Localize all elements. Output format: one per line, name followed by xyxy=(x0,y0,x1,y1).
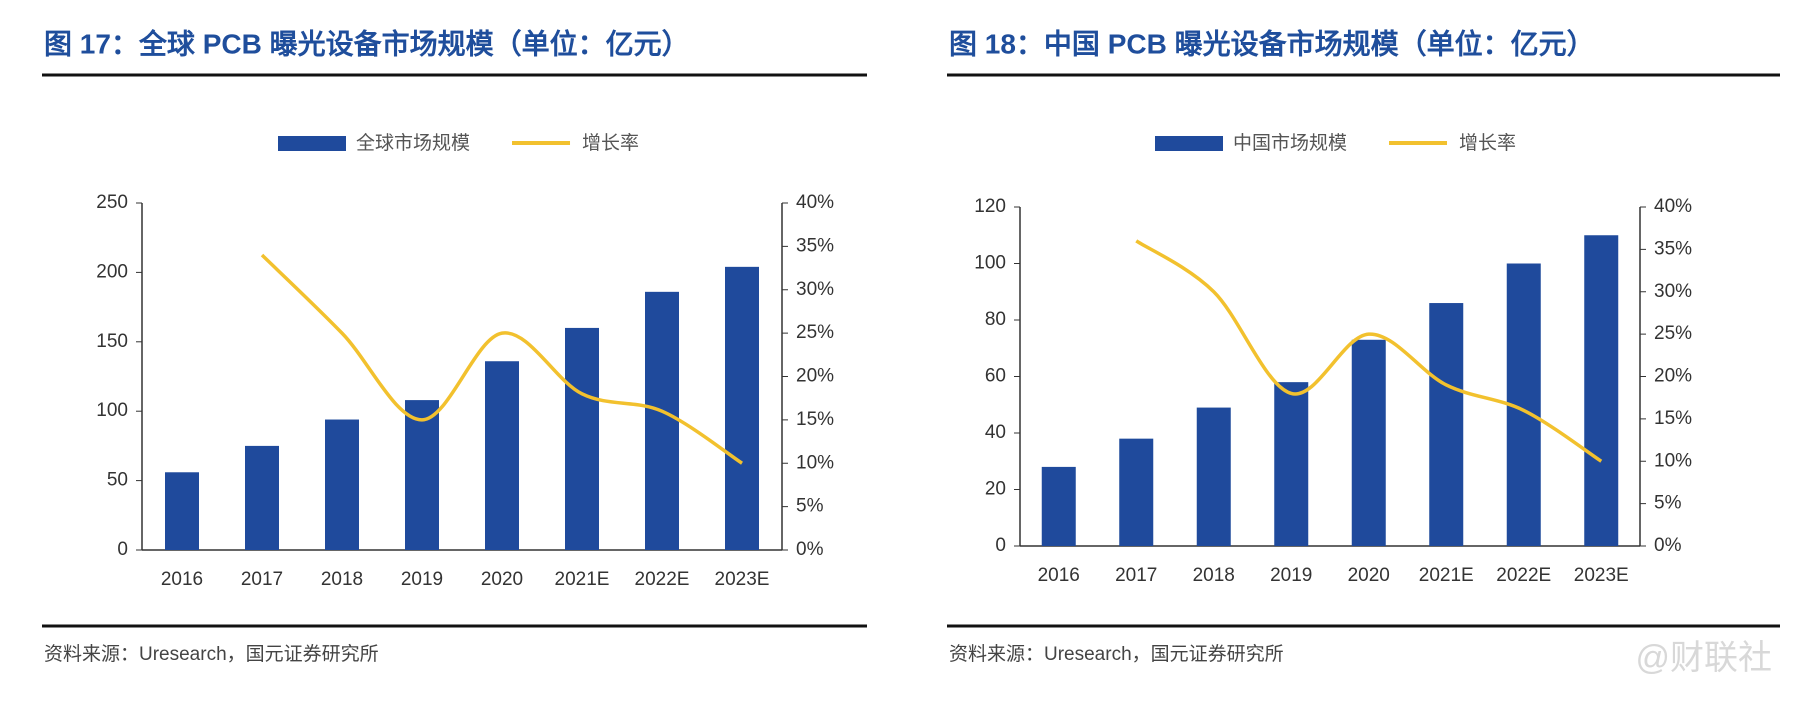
y-tick-label: 200 xyxy=(96,261,128,282)
x-tick-label: 2021E xyxy=(1419,565,1474,586)
y2-tick-label: 25% xyxy=(796,322,834,343)
y2-tick-label: 0% xyxy=(796,539,824,560)
y-tick-label: 0 xyxy=(995,535,1006,556)
y2-tick-label: 0% xyxy=(1654,535,1682,556)
y2-tick-label: 40% xyxy=(1654,196,1692,217)
legend-label: 增长率 xyxy=(582,132,639,154)
x-tick-label: 2019 xyxy=(1270,565,1312,586)
y2-tick-label: 5% xyxy=(796,496,824,517)
y2-tick-label: 35% xyxy=(796,235,834,256)
y2-tick-label: 35% xyxy=(1654,238,1692,259)
x-tick-label: 2022E xyxy=(635,569,690,590)
bar xyxy=(1274,382,1309,546)
y2-tick-label: 15% xyxy=(1654,408,1692,429)
x-tick-label: 2017 xyxy=(241,569,283,590)
y-tick-label: 250 xyxy=(96,192,128,213)
bar xyxy=(325,419,359,550)
y-tick-label: 0 xyxy=(117,539,128,560)
y-tick-label: 100 xyxy=(974,253,1006,274)
x-tick-label: 2019 xyxy=(401,569,443,590)
y2-tick-label: 15% xyxy=(796,409,834,430)
y2-tick-label: 5% xyxy=(1654,493,1682,514)
y-tick-label: 20 xyxy=(985,479,1006,500)
y-tick-label: 120 xyxy=(974,196,1006,217)
legend-swatch xyxy=(1155,136,1223,151)
x-tick-label: 2020 xyxy=(1348,565,1390,586)
bar xyxy=(1041,466,1076,546)
y-tick-label: 150 xyxy=(96,331,128,352)
source: 资料来源：Uresearch，国元证券研究所 xyxy=(949,643,1284,665)
y2-tick-label: 20% xyxy=(1654,366,1692,387)
bar xyxy=(165,472,199,550)
y-tick-label: 100 xyxy=(96,400,128,421)
y2-tick-label: 20% xyxy=(796,366,834,387)
y2-tick-label: 25% xyxy=(1654,323,1692,344)
y-tick-label: 80 xyxy=(985,309,1006,330)
chart-title: 图 17：全球 PCB 曝光设备市场规模（单位：亿元） xyxy=(44,27,690,59)
y-tick-label: 40 xyxy=(985,422,1006,443)
x-tick-label: 2017 xyxy=(1115,565,1157,586)
legend-label: 全球市场规模 xyxy=(356,132,470,154)
y-tick-label: 50 xyxy=(107,470,128,491)
watermark: @财联社 xyxy=(1635,639,1772,677)
x-tick-label: 2018 xyxy=(321,569,363,590)
x-tick-label: 2021E xyxy=(555,569,610,590)
bar xyxy=(405,400,439,550)
bar xyxy=(1351,339,1386,546)
chart-title: 图 18：中国 PCB 曝光设备市场规模（单位：亿元） xyxy=(949,27,1595,59)
bar xyxy=(725,266,759,550)
bar xyxy=(565,327,599,550)
x-tick-label: 2018 xyxy=(1193,565,1235,586)
x-tick-label: 2023E xyxy=(1574,565,1629,586)
bar xyxy=(1196,407,1231,546)
y2-tick-label: 10% xyxy=(796,452,834,473)
bar xyxy=(645,291,679,550)
bar xyxy=(1429,303,1464,546)
x-tick-label: 2016 xyxy=(1038,565,1080,586)
x-tick-label: 2020 xyxy=(481,569,523,590)
y2-tick-label: 30% xyxy=(1654,281,1692,302)
legend-swatch xyxy=(278,136,346,151)
growth-line xyxy=(260,253,743,465)
x-tick-label: 2022E xyxy=(1496,565,1551,586)
y2-tick-label: 10% xyxy=(1654,450,1692,471)
y-tick-label: 60 xyxy=(985,366,1006,387)
growth-line xyxy=(1135,239,1603,463)
legend-label: 增长率 xyxy=(1459,132,1516,154)
x-tick-label: 2023E xyxy=(715,569,770,590)
bar xyxy=(1119,438,1154,546)
x-tick-label: 2016 xyxy=(161,569,203,590)
source: 资料来源：Uresearch，国元证券研究所 xyxy=(44,643,379,665)
y2-tick-label: 30% xyxy=(796,279,834,300)
y2-tick-label: 40% xyxy=(796,192,834,213)
bar xyxy=(485,361,519,550)
bar xyxy=(1584,235,1619,546)
bar xyxy=(245,445,279,550)
legend-label: 中国市场规模 xyxy=(1233,132,1347,154)
